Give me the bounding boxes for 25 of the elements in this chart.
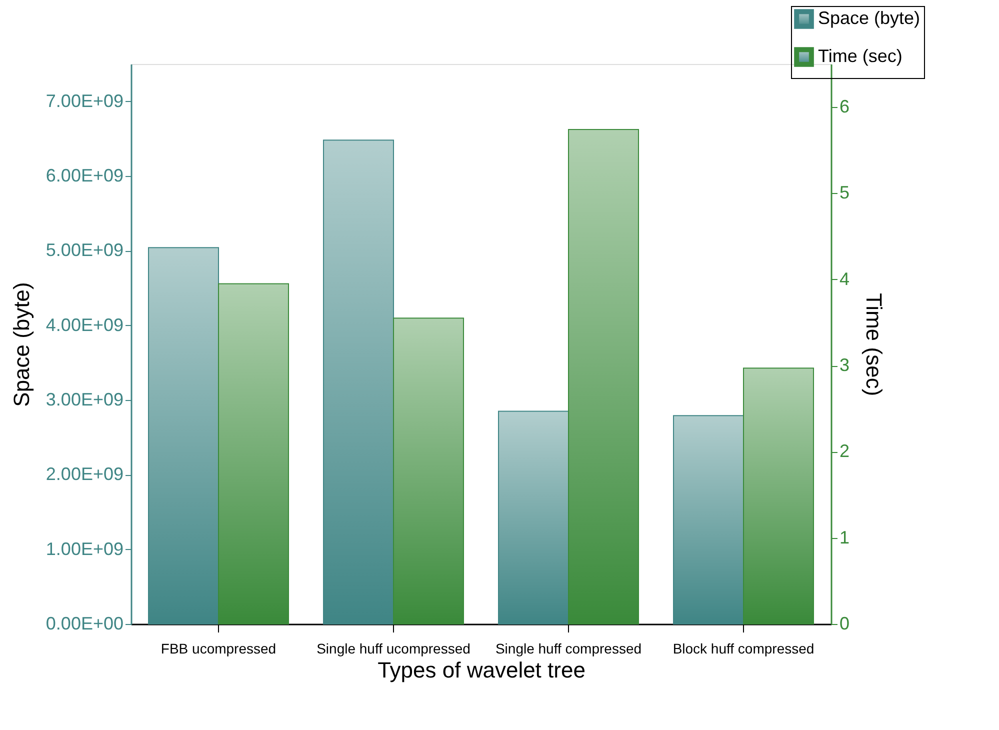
x-tick-label: FBB ucompressed <box>160 640 276 656</box>
bar <box>568 128 639 624</box>
x-tick-label: Single huff ucompressed <box>316 640 470 656</box>
y2-tick-label: 3 <box>840 355 850 376</box>
y-tick-label: 4.00E+09 <box>46 314 124 335</box>
y2-tick-label: 1 <box>840 527 850 548</box>
x-axis-title: Types of wavelet tree <box>378 658 586 682</box>
y-tick-label: 6.00E+09 <box>46 166 124 186</box>
y2-tick-label: 5 <box>840 182 850 203</box>
y-tick-label: 3.00E+09 <box>46 390 124 410</box>
y-tick-label: 2.00E+09 <box>46 464 124 484</box>
x-tick-label: Single huff compressed <box>495 640 642 656</box>
y-tick-label: 7.00E+09 <box>46 90 124 111</box>
y-tick-label: 0.00E+00 <box>46 614 124 634</box>
legend-label: Time (sec) <box>818 46 902 66</box>
y-tick-label: 5.00E+09 <box>46 240 124 260</box>
y2-tick-label: 0 <box>840 614 850 634</box>
y2-tick-label: 6 <box>840 96 850 117</box>
y-tick-label: 1.00E+09 <box>46 538 124 559</box>
y-axis-title: Space (byte) <box>8 282 34 407</box>
y2-tick-label: 4 <box>840 268 850 289</box>
legend-label: Space (byte) <box>818 8 920 28</box>
y2-tick-label: 2 <box>840 441 850 462</box>
y2-axis-title: Time (sec) <box>862 292 887 396</box>
x-tick-label: Block huff compressed <box>672 640 814 656</box>
